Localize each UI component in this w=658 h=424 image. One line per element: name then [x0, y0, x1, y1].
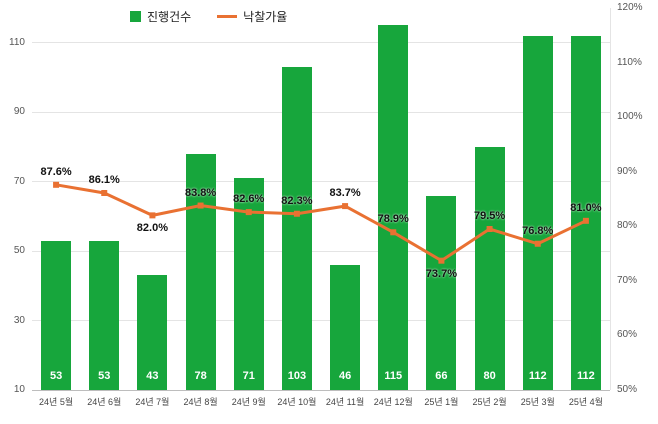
line-point-marker	[53, 181, 60, 188]
gridline	[32, 181, 610, 183]
y-axis-right-tick-label: 70%	[617, 274, 638, 286]
gridline	[32, 111, 610, 113]
gridline	[32, 320, 610, 322]
line-point-marker	[486, 226, 493, 233]
y-axis-left-tick-label: 50	[13, 245, 25, 257]
line-series-swatch	[217, 15, 238, 18]
line-value-label: 86.1%	[88, 173, 120, 186]
bar-value-label: 112	[528, 370, 547, 382]
category-label: 24년 10월	[277, 397, 317, 407]
bar-value-label: 53	[49, 370, 63, 382]
y-axis-left-tick-label: 90	[13, 106, 25, 118]
legend-item-bar: 진행건수	[130, 8, 191, 25]
category-label: 25년 1월	[424, 397, 459, 407]
bar-value-label: 103	[287, 370, 307, 382]
line-point-marker	[149, 212, 156, 219]
line-point-marker	[293, 210, 300, 217]
bar	[330, 264, 361, 390]
y-axis-left-tick-label: 10	[13, 384, 25, 395]
bar	[89, 240, 120, 390]
bar-series-swatch	[130, 11, 141, 22]
y-axis-right-tick-label: 90%	[617, 165, 638, 177]
line-point-marker	[197, 202, 204, 209]
line-value-label: 81.0%	[570, 201, 602, 214]
bar	[570, 35, 601, 390]
legend-line-label: 낙찰가율	[243, 10, 288, 24]
line-point-marker	[438, 257, 445, 264]
bar-value-label: 78	[194, 370, 207, 382]
y-axis-right-tick-label: 120%	[617, 2, 643, 13]
line-point-marker	[342, 203, 349, 210]
line-value-label: 82.6%	[233, 193, 265, 206]
line-point-marker	[101, 189, 108, 196]
y-axis-left-tick-label: 110	[9, 36, 25, 48]
line-value-label: 73.7%	[425, 267, 457, 280]
line-value-label: 82.0%	[136, 222, 168, 235]
line-series	[53, 181, 589, 264]
line-path	[55, 183, 587, 263]
category-label: 24년 12월	[373, 397, 413, 407]
line-value-label: 78.9%	[377, 213, 409, 226]
line-value-label: 79.5%	[473, 210, 506, 222]
category-label: 25년 4월	[568, 397, 603, 407]
bar	[378, 25, 409, 390]
right-axis-line	[610, 8, 611, 390]
legend-bar-label: 진행건수	[147, 10, 192, 24]
bar	[281, 67, 312, 390]
y-axis-right-tick-label: 110%	[617, 56, 642, 68]
bar	[137, 275, 168, 390]
y-axis-left-tick-label: 30	[13, 314, 25, 326]
line-value-label: 87.6%	[40, 165, 72, 178]
line-value-label: 76.8%	[522, 224, 554, 237]
line-point-marker	[534, 240, 541, 247]
bar	[426, 195, 457, 390]
category-label: 25년 3월	[520, 397, 555, 407]
bar-value-label: 46	[338, 370, 352, 382]
category-label: 24년 8월	[183, 397, 218, 407]
gridline	[32, 250, 610, 252]
line-point-marker	[245, 209, 252, 216]
line-point-marker	[582, 217, 589, 224]
bar-value-label: 80	[483, 370, 496, 382]
category-label: 24년 6월	[87, 397, 122, 407]
bar-value-label: 115	[384, 370, 403, 382]
category-label: 24년 9월	[231, 397, 266, 407]
category-label: 24년 7월	[135, 397, 170, 407]
bar-value-label: 71	[242, 370, 255, 382]
gridline	[32, 42, 610, 44]
y-axis-right-tick-label: 50%	[617, 384, 638, 395]
bar-value-label: 66	[435, 370, 448, 382]
category-label: 24년 11월	[325, 397, 365, 407]
bar-value-label: 53	[98, 370, 111, 382]
line-point-marker	[390, 229, 397, 236]
legend: 진행건수 낙찰가율	[130, 8, 287, 25]
y-axis-right-tick-label: 100%	[617, 111, 643, 123]
bar	[185, 153, 216, 390]
y-axis-right-tick-label: 60%	[617, 329, 638, 341]
line-value-label: 83.7%	[329, 187, 361, 200]
category-label: 24년 5월	[39, 397, 74, 407]
bar-value-label: 43	[146, 370, 159, 382]
y-axis-right-tick-label: 80%	[617, 220, 638, 232]
bar-value-label: 112	[577, 370, 595, 382]
y-axis-left-tick-label: 70	[13, 175, 25, 187]
category-label: 25년 2월	[472, 397, 507, 407]
bar	[41, 240, 72, 390]
x-axis-line	[32, 389, 610, 391]
bar	[522, 35, 553, 390]
bar	[474, 146, 505, 390]
legend-item-line: 낙찰가율	[217, 8, 287, 25]
line-value-label: 83.8%	[184, 186, 217, 199]
line-value-label: 82.3%	[281, 194, 313, 207]
